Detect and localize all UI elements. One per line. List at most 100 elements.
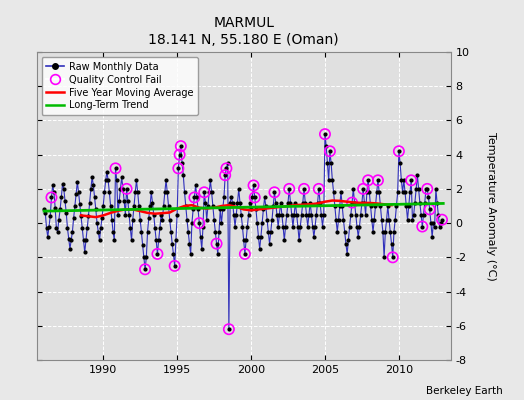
- Point: [134, 189, 142, 196]
- Point: [356, 211, 365, 218]
- Point: [67, 237, 75, 244]
- Point: [384, 203, 392, 209]
- Point: [246, 199, 254, 206]
- Point: [429, 220, 438, 226]
- Point: [248, 194, 256, 201]
- Point: [288, 211, 296, 218]
- Point: [123, 186, 131, 192]
- Point: [195, 220, 203, 226]
- Point: [137, 228, 146, 235]
- Point: [347, 211, 355, 218]
- Point: [64, 235, 73, 242]
- Point: [88, 174, 96, 180]
- Point: [212, 240, 221, 247]
- Point: [174, 165, 182, 172]
- Point: [330, 189, 338, 196]
- Point: [274, 223, 282, 230]
- Point: [388, 254, 397, 260]
- Point: [323, 160, 332, 166]
- Point: [364, 177, 372, 184]
- Point: [376, 203, 385, 209]
- Point: [306, 199, 314, 206]
- Point: [210, 216, 219, 223]
- Point: [419, 211, 428, 218]
- Point: [316, 199, 324, 206]
- Point: [116, 186, 125, 192]
- Point: [95, 237, 104, 244]
- Point: [128, 216, 137, 223]
- Point: [233, 199, 242, 206]
- Point: [225, 326, 233, 332]
- Point: [252, 206, 260, 213]
- Point: [168, 240, 177, 247]
- Point: [264, 228, 272, 235]
- Point: [285, 186, 293, 192]
- Point: [185, 240, 194, 247]
- Point: [385, 216, 393, 223]
- Point: [358, 199, 366, 206]
- Point: [206, 177, 215, 184]
- Point: [339, 216, 347, 223]
- Point: [303, 223, 312, 230]
- Point: [374, 177, 382, 184]
- Point: [422, 186, 430, 192]
- Point: [45, 223, 53, 230]
- Point: [126, 225, 135, 232]
- Point: [125, 211, 133, 218]
- Point: [260, 194, 269, 201]
- Point: [216, 206, 224, 213]
- Point: [70, 215, 78, 221]
- Point: [327, 160, 335, 166]
- Point: [408, 216, 417, 223]
- Point: [280, 237, 289, 244]
- Point: [271, 199, 280, 206]
- Point: [383, 216, 391, 223]
- Point: [92, 206, 100, 213]
- Point: [94, 228, 103, 235]
- Point: [307, 211, 315, 218]
- Point: [40, 206, 48, 213]
- Point: [401, 189, 409, 196]
- Point: [166, 216, 174, 223]
- Point: [124, 198, 132, 204]
- Point: [205, 189, 213, 196]
- Point: [348, 199, 356, 206]
- Point: [291, 199, 300, 206]
- Point: [341, 228, 349, 235]
- Point: [85, 199, 94, 206]
- Point: [423, 186, 431, 192]
- Point: [270, 189, 279, 196]
- Point: [220, 194, 228, 201]
- Point: [144, 228, 152, 235]
- Point: [189, 206, 198, 213]
- Point: [353, 223, 361, 230]
- Point: [149, 211, 158, 218]
- Point: [390, 228, 398, 235]
- Point: [265, 240, 274, 247]
- Point: [200, 189, 209, 196]
- Point: [391, 216, 399, 223]
- Point: [147, 189, 156, 196]
- Point: [388, 254, 397, 260]
- Point: [145, 215, 153, 221]
- Point: [188, 220, 196, 226]
- Point: [301, 199, 310, 206]
- Point: [151, 225, 159, 232]
- Point: [232, 211, 241, 218]
- Point: [293, 223, 302, 230]
- Point: [180, 189, 189, 196]
- Point: [75, 201, 84, 208]
- Point: [285, 186, 293, 192]
- Point: [177, 143, 185, 149]
- Point: [93, 220, 101, 226]
- Point: [379, 228, 387, 235]
- Point: [131, 189, 139, 196]
- Point: [405, 203, 413, 209]
- Point: [135, 203, 143, 209]
- Point: [243, 223, 252, 230]
- Point: [387, 240, 396, 247]
- Point: [115, 198, 124, 204]
- Point: [269, 203, 277, 209]
- Point: [157, 211, 165, 218]
- Point: [321, 131, 329, 137]
